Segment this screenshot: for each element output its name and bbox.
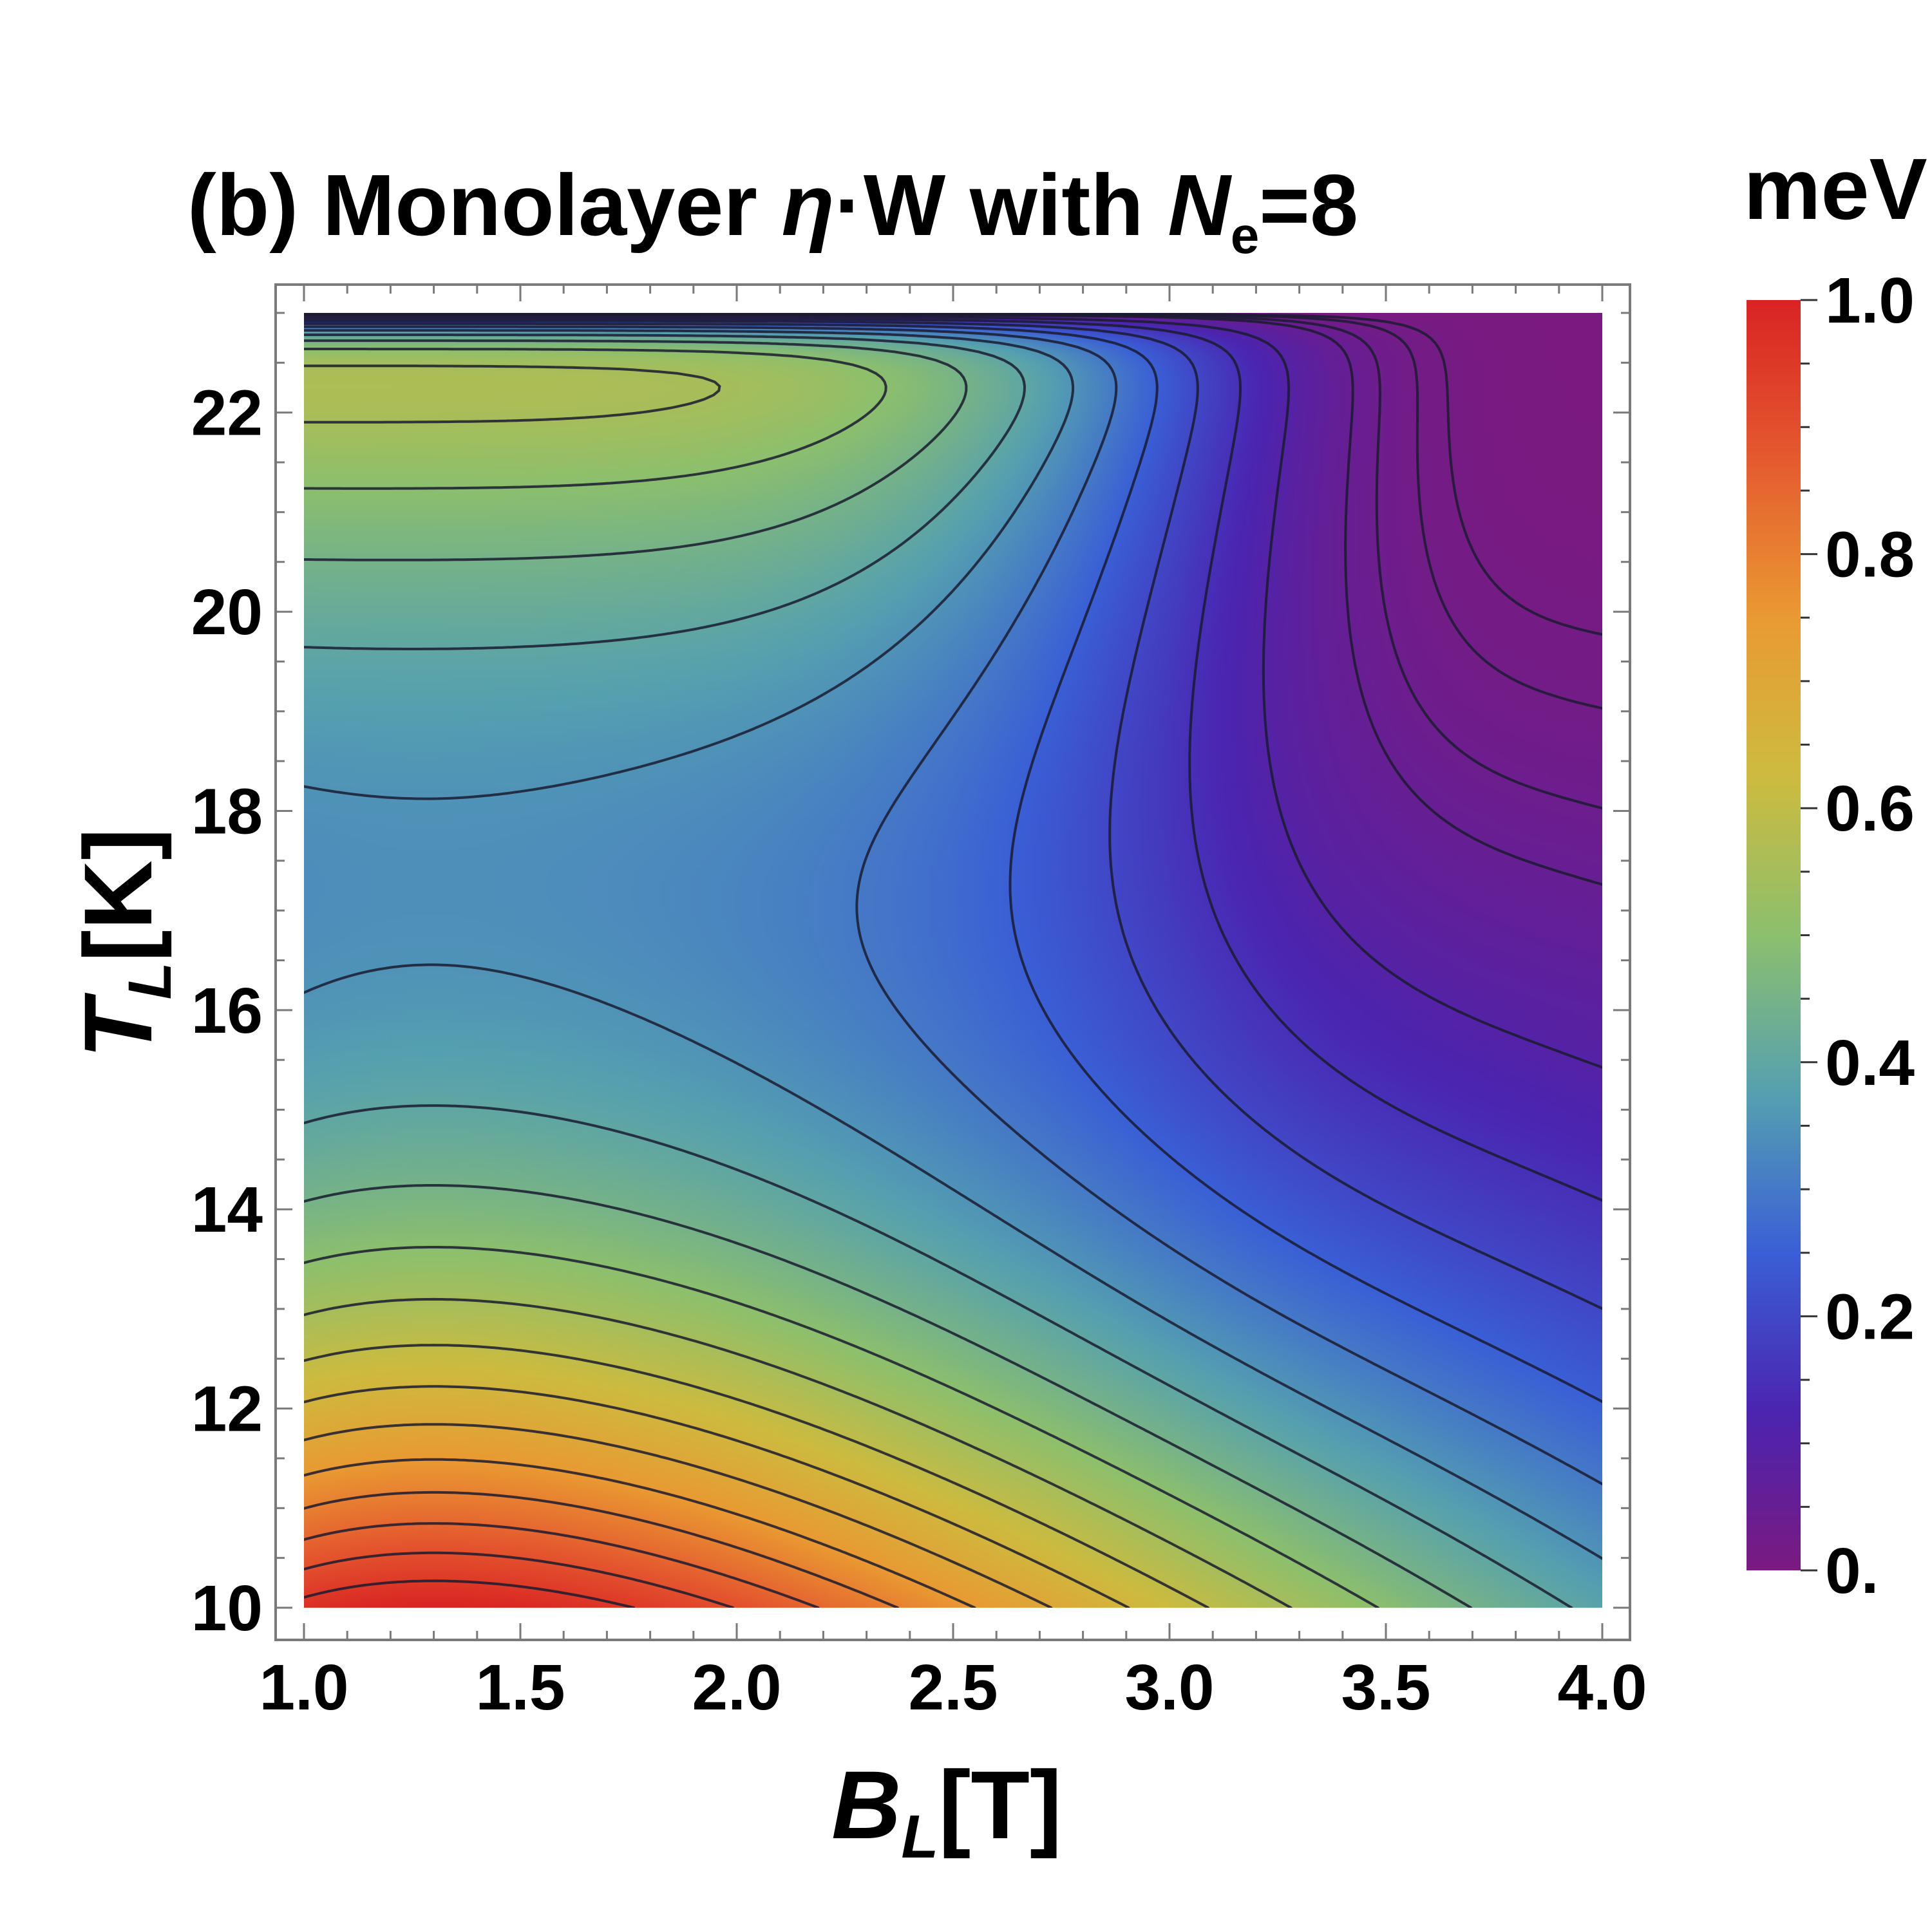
contour-line-14 xyxy=(304,1344,1209,1608)
contour-line-11 xyxy=(304,339,1473,1608)
contour-line-4 xyxy=(304,315,1602,1069)
contour-line-20 xyxy=(304,1551,735,1608)
contour-line-18 xyxy=(304,1491,899,1608)
y-tick-label: 14 xyxy=(191,1174,263,1246)
y-tick-label: 16 xyxy=(191,975,263,1047)
y-tick-label: 12 xyxy=(191,1373,263,1445)
colorbar-tick-label: 0.2 xyxy=(1825,1281,1915,1353)
colorbar-tick-label: 0. xyxy=(1825,1535,1879,1607)
contour-line-19 xyxy=(304,1522,820,1608)
y-tick-label: 22 xyxy=(191,377,263,449)
y-tick-label: 20 xyxy=(191,576,263,648)
colorbar-tick-label: 1.0 xyxy=(1825,265,1915,337)
colorbar-tick-label: 0.4 xyxy=(1825,1027,1915,1099)
y-tick-label: 18 xyxy=(191,775,263,847)
x-tick-label: 4.0 xyxy=(1557,1651,1647,1724)
contour-line-15 xyxy=(304,1385,1130,1608)
colorbar-tick-label: 0.8 xyxy=(1825,519,1915,591)
colorbar-title: meV xyxy=(1743,140,1927,238)
contour-line-13 xyxy=(304,364,1293,1608)
frame-ticks xyxy=(276,285,1630,1640)
contour-line-7 xyxy=(304,322,1602,1403)
colorbar xyxy=(1747,300,1801,1570)
y-tick-labels: 10 12 14 16 18 20 22 xyxy=(191,377,263,1644)
contour-line-17 xyxy=(304,1458,976,1608)
contour-line-6 xyxy=(304,319,1602,1310)
x-tick-label: 1.5 xyxy=(475,1651,565,1724)
colorbar-tick-label: 0.6 xyxy=(1825,773,1915,845)
x-tick-label: 2.5 xyxy=(908,1651,998,1724)
contour-lines xyxy=(304,313,1602,1608)
contour-line-12 xyxy=(304,348,1379,1608)
contour-line-10 xyxy=(304,334,1573,1608)
contour-line-9 xyxy=(304,329,1602,1560)
contour-fill xyxy=(304,313,1602,1608)
contour-line-21 xyxy=(304,1579,635,1608)
contour-line-5 xyxy=(304,317,1602,1202)
contour-line-3 xyxy=(304,313,1602,886)
y-axis-label: TL[K] xyxy=(64,828,184,1059)
x-tick-label: 3.5 xyxy=(1341,1651,1430,1724)
chart-title: (b) Monolayer η·W with Ne=8 xyxy=(187,156,1358,264)
x-axis-label: BL[T] xyxy=(831,1751,1062,1871)
y-tick-label: 10 xyxy=(191,1572,263,1644)
x-tick-label: 3.0 xyxy=(1124,1651,1214,1724)
colorbar-ticks: 0. 0.2 0.4 0.6 0.8 1.0 xyxy=(1801,265,1915,1607)
x-tick-label: 1.0 xyxy=(259,1651,348,1724)
x-tick-label: 2.0 xyxy=(692,1651,781,1724)
contour-line-8 xyxy=(304,325,1602,1485)
x-tick-labels: 1.0 1.5 2.0 2.5 3.0 3.5 4.0 xyxy=(259,1651,1647,1724)
contour-line-16 xyxy=(304,1423,1053,1608)
